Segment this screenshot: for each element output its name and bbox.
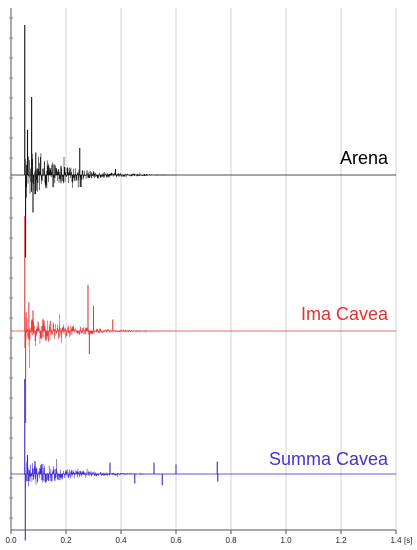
series-label: Ima Cavea <box>301 304 389 324</box>
series-label: Arena <box>340 148 389 168</box>
trace-noise <box>24 311 177 369</box>
x-tick-label: 1.2 <box>335 536 347 545</box>
grid <box>65 8 397 530</box>
series-labels: Arena Ima Cavea Summa Cavea <box>269 148 389 469</box>
x-ticks: 0.0 0.2 0.4 0.6 0.8 1.0 1.2 1.4 [s] <box>5 530 412 545</box>
x-tick-label: 0.2 <box>60 536 72 545</box>
x-tick-label: 1.4 <box>390 536 402 545</box>
x-tick-label: 0.4 <box>115 536 127 545</box>
x-unit-label: [s] <box>404 536 412 545</box>
x-tick-label: 0.0 <box>5 536 17 545</box>
x-tick-label: 0.6 <box>170 536 182 545</box>
x-tick-label: 1.0 <box>280 536 292 545</box>
series-label: Summa Cavea <box>269 449 389 469</box>
axes <box>9 8 396 531</box>
x-tick-label: 0.8 <box>225 536 237 545</box>
traces <box>11 25 396 541</box>
